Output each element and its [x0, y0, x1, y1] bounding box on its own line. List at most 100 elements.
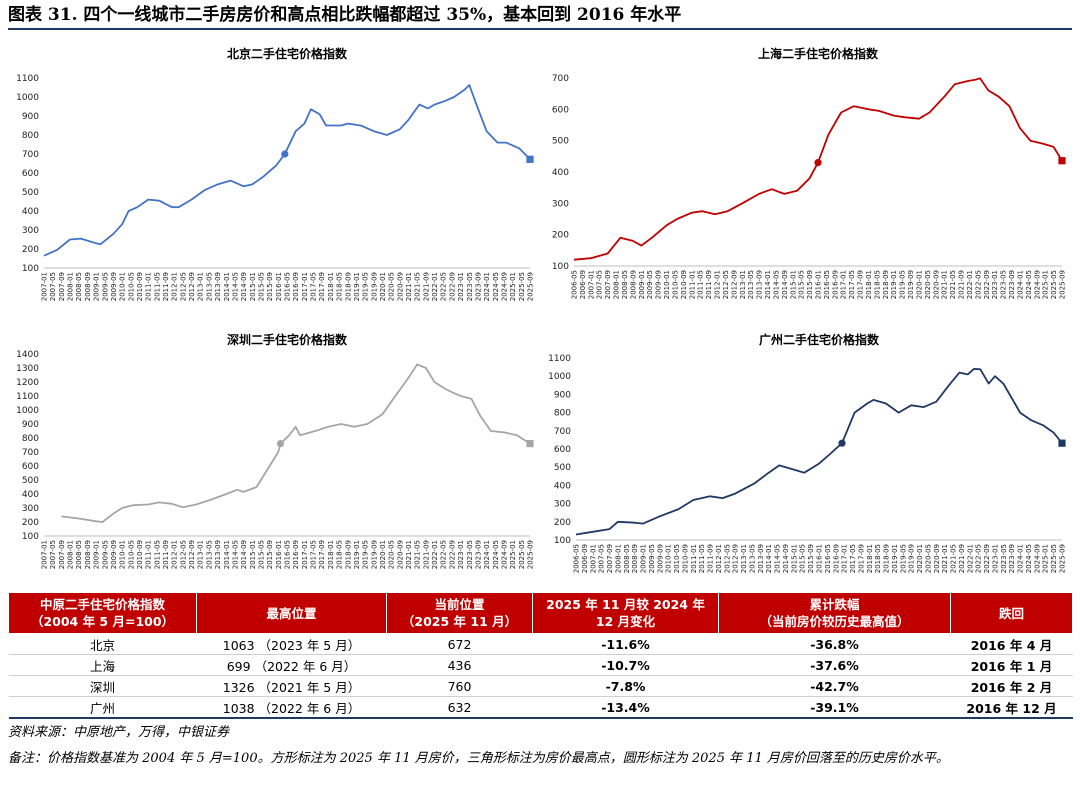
x-tick-label: 2010-01 — [119, 272, 127, 301]
x-tick-label: 2008-05 — [623, 544, 631, 573]
x-tick-label: 2014-05 — [774, 544, 782, 573]
x-tick-label: 2016-09 — [292, 272, 300, 301]
table-row: 北京 1063 （2023 年 5 月） 672 -11.6% -36.8% 2… — [8, 633, 1073, 655]
x-tick-label: 2024-01 — [483, 540, 491, 569]
x-tick-label: 2008-05 — [75, 540, 83, 569]
x-tick-label: 2011-05 — [697, 270, 705, 299]
y-tick-label: 1100 — [16, 392, 39, 402]
series-line — [573, 77, 1063, 261]
x-tick-label: 2011-01 — [688, 270, 696, 299]
x-tick-label: 2006-09 — [581, 544, 589, 573]
x-tick-label: 2012-09 — [730, 270, 738, 299]
x-tick-label: 2022-09 — [448, 272, 456, 301]
x-tick-label: 2016-01 — [816, 544, 824, 573]
x-tick-label: 2015-01 — [790, 544, 798, 573]
x-tick-label: 2025-05 — [1050, 270, 1058, 299]
x-tick-label: 2021-09 — [422, 272, 430, 301]
x-tick-label: 2021-09 — [958, 544, 966, 573]
x-tick-label: 2012-05 — [723, 544, 731, 573]
x-tick-label: 2023-01 — [457, 272, 465, 301]
x-tick-label: 2008-09 — [629, 270, 637, 299]
x-tick-label: 2016-01 — [275, 540, 283, 569]
x-tick-label: 2018-05 — [336, 540, 344, 569]
x-tick-label: 2008-05 — [75, 272, 83, 301]
x-tick-label: 2009-01 — [93, 540, 101, 569]
x-tick-label: 2024-05 — [1025, 270, 1033, 299]
cell-peak: 1038 （2022 年 6 月） — [196, 696, 387, 719]
x-tick-label: 2013-01 — [197, 272, 205, 301]
y-tick-label: 300 — [554, 500, 571, 510]
table-header-row: 中原二手住宅价格指数 （2004 年 5 月=100） 最高位置 当前位置 （202… — [8, 592, 1073, 634]
x-tick-label: 2006-09 — [579, 270, 587, 299]
x-tick-label: 2016-01 — [815, 270, 823, 299]
x-tick-label: 2014-09 — [240, 540, 248, 569]
x-tick-label: 2025-09 — [527, 540, 535, 569]
x-tick-label: 2025-09 — [527, 272, 535, 301]
square-marker — [526, 155, 534, 163]
y-tick-label: 900 — [554, 390, 571, 400]
cell-current: 632 — [386, 696, 533, 719]
x-tick-label: 2021-05 — [950, 544, 958, 573]
x-tick-label: 2019-01 — [353, 272, 361, 301]
x-tick-label: 2010-05 — [673, 544, 681, 573]
x-tick-label: 2025-09 — [1059, 544, 1067, 573]
x-tick-label: 2011-01 — [145, 272, 153, 301]
y-tick-label: 200 — [552, 231, 569, 241]
x-tick-label: 2023-05 — [1000, 544, 1008, 573]
cell-change: -11.6% — [532, 633, 719, 655]
x-tick-label: 2019-01 — [353, 540, 361, 569]
x-tick-label: 2010-05 — [671, 270, 679, 299]
x-tick-label: 2015-01 — [249, 272, 257, 301]
x-tick-label: 2011-09 — [707, 544, 715, 573]
y-tick-label: 1000 — [16, 93, 39, 103]
cell-current: 436 — [386, 654, 533, 676]
x-tick-label: 2016-09 — [832, 544, 840, 573]
cell-back-to: 2016 年 2 月 — [950, 675, 1073, 697]
y-tick-label: 600 — [554, 445, 571, 455]
x-tick-label: 2023-05 — [466, 272, 474, 301]
y-tick-label: 400 — [554, 481, 571, 491]
x-tick-label: 2014-01 — [223, 540, 231, 569]
x-tick-label: 2015-09 — [806, 270, 814, 299]
x-tick-label: 2019-05 — [899, 270, 907, 299]
x-tick-label: 2022-09 — [983, 544, 991, 573]
y-tick-label: 100 — [22, 264, 39, 274]
chart-title: 北京二手住宅价格指数 — [227, 46, 348, 61]
x-tick-label: 2011-01 — [145, 540, 153, 569]
x-tick-label: 2025-05 — [518, 540, 526, 569]
x-tick-label: 2020-09 — [932, 270, 940, 299]
x-tick-label: 2018-09 — [883, 544, 891, 573]
y-tick-label: 200 — [22, 518, 39, 528]
y-tick-label: 1400 — [16, 350, 39, 360]
x-tick-label: 2009-09 — [110, 272, 118, 301]
x-tick-label: 2020-01 — [379, 272, 387, 301]
y-tick-label: 100 — [22, 532, 39, 542]
series-line — [43, 84, 531, 257]
square-marker — [526, 440, 534, 448]
x-tick-label: 2025-09 — [1059, 270, 1067, 299]
x-tick-label: 2018-01 — [327, 272, 335, 301]
x-tick-label: 2015-05 — [798, 270, 806, 299]
y-tick-label: 1000 — [16, 406, 39, 416]
header-index-name: 中原二手住宅价格指数 （2004 年 5 月=100） — [8, 592, 197, 634]
x-tick-label: 2016-05 — [284, 272, 292, 301]
cell-back-to: 2016 年 4 月 — [950, 633, 1073, 655]
y-tick-label: 600 — [22, 462, 39, 472]
x-tick-label: 2016-09 — [292, 540, 300, 569]
table-row: 上海 699 （2022 年 6 月） 436 -10.7% -37.6% 20… — [8, 654, 1073, 676]
x-tick-label: 2015-05 — [799, 544, 807, 573]
x-tick-label: 2018-09 — [344, 540, 352, 569]
x-tick-label: 2019-05 — [899, 544, 907, 573]
y-tick-label: 200 — [22, 245, 39, 255]
x-tick-label: 2017-05 — [310, 272, 318, 301]
x-tick-label: 2022-09 — [448, 540, 456, 569]
x-tick-label: 2019-05 — [362, 540, 370, 569]
x-tick-label: 2024-01 — [1017, 544, 1025, 573]
x-tick-label: 2010-05 — [127, 272, 135, 301]
x-tick-label: 2019-01 — [890, 270, 898, 299]
x-tick-label: 2024-09 — [500, 540, 508, 569]
cell-back-to: 2016 年 12 月 — [950, 696, 1073, 719]
cell-change: -13.4% — [532, 696, 719, 719]
chart-title: 上海二手住宅价格指数 — [758, 46, 879, 61]
y-tick-label: 1100 — [548, 354, 571, 364]
